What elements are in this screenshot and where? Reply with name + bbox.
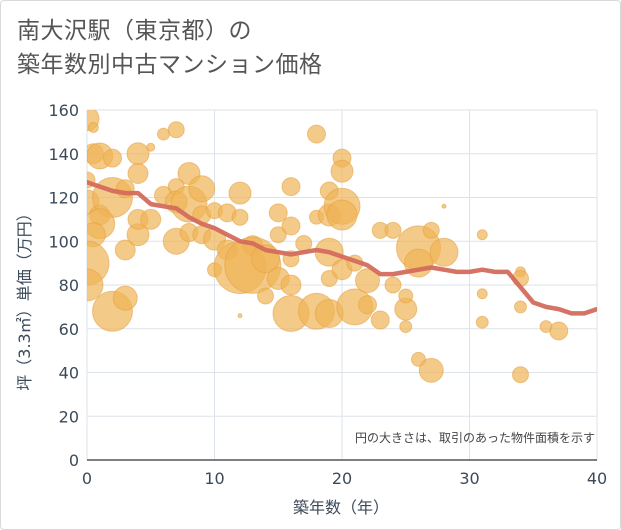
bubble-size-note: 円の大きさは、取引のあった物件面積を示す (355, 430, 595, 445)
y-tick-label-140: 140 (48, 145, 79, 164)
bubble-57 (307, 124, 326, 144)
bubble-88 (476, 229, 488, 241)
bubble-12 (87, 268, 104, 302)
y-tick-label-120: 120 (48, 189, 79, 208)
x-tick-label-0: 0 (82, 469, 92, 488)
chart-title: 南大沢駅（東京都）の 築年数別中古マンション価格 (17, 18, 323, 78)
trend-line (87, 179, 597, 316)
y-tick-label-80: 80 (59, 276, 79, 295)
bubble-32 (188, 175, 216, 203)
bubble-86 (429, 237, 459, 267)
bubble-54 (280, 274, 302, 296)
bubble-18 (126, 142, 150, 166)
bubble-68 (326, 199, 358, 231)
x-tick-label-40: 40 (587, 469, 607, 488)
bubble-1 (87, 122, 99, 133)
bubble-94 (512, 366, 529, 384)
bubble-76 (384, 276, 402, 294)
bubble-72 (355, 268, 380, 294)
bubble-40 (228, 181, 252, 205)
y-tick-label-0: 0 (69, 451, 79, 470)
bubble-49 (269, 226, 287, 244)
bubble-66 (330, 159, 354, 183)
bubble-51 (281, 177, 301, 197)
y-axis: 0 20 40 60 80 100 120 140 160 (48, 101, 79, 470)
bubble-22 (146, 142, 156, 152)
x-tick-label-30: 30 (459, 469, 479, 488)
bubble-23 (157, 127, 170, 141)
y-tick-label-160: 160 (48, 101, 79, 120)
bubble-14 (112, 285, 138, 311)
bubble-43 (237, 313, 243, 319)
bubble-47 (257, 287, 274, 305)
bubble-52 (281, 216, 301, 236)
bubble-96 (549, 321, 569, 341)
bubble-21 (140, 208, 162, 230)
bubble-79 (399, 320, 413, 334)
y-tick-label-40: 40 (59, 364, 79, 383)
bubble-90 (475, 315, 489, 329)
bubble-84 (418, 357, 444, 383)
bubble-19 (127, 162, 149, 184)
bubble-75 (370, 310, 390, 330)
bubble-87 (441, 203, 447, 209)
bubble-93 (514, 300, 527, 314)
x-tick-label-10: 10 (204, 469, 224, 488)
bubble-48 (268, 203, 288, 223)
x-tick-label-20: 20 (332, 469, 352, 488)
bubble-24 (167, 121, 185, 139)
bubble-80 (398, 288, 414, 304)
x-axis: 0 10 20 30 40 (82, 459, 607, 488)
bubble-4 (103, 148, 122, 168)
y-tick-label-100: 100 (48, 232, 79, 251)
trend-layer (87, 179, 597, 316)
bubbles-layer (87, 110, 569, 384)
bubble-15 (114, 239, 136, 261)
bubble-89 (476, 288, 488, 300)
bubble-85 (422, 221, 440, 239)
y-axis-label: 坪（3.3㎡）単価（万円） (15, 205, 34, 390)
bubble-77 (384, 221, 402, 239)
y-tick-label-20: 20 (59, 407, 79, 426)
bubble-41 (231, 208, 249, 226)
y-tick-label-60: 60 (59, 320, 79, 339)
bubble-73 (358, 295, 377, 315)
x-axis-label: 築年数（年） (293, 498, 389, 517)
